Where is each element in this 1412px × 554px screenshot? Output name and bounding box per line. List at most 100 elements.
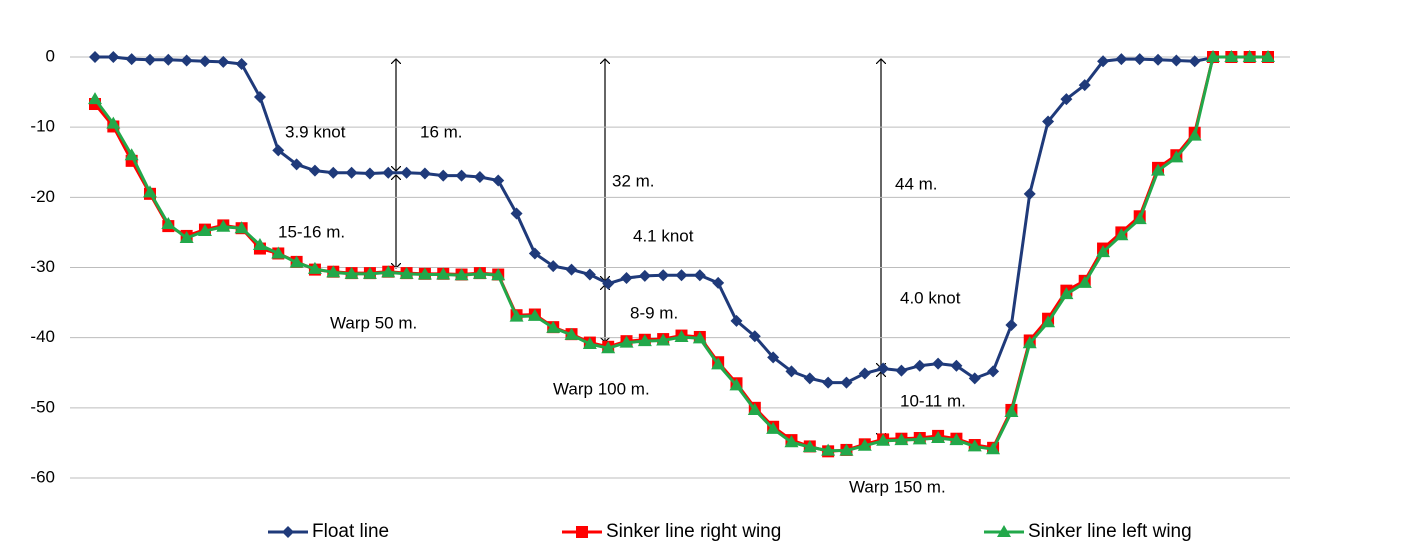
point bbox=[344, 266, 359, 279]
point bbox=[1170, 54, 1183, 67]
point bbox=[1261, 50, 1275, 62]
line bbox=[93, 55, 1268, 453]
point bbox=[857, 438, 872, 451]
point bbox=[1077, 275, 1092, 288]
line bbox=[93, 55, 1268, 453]
point bbox=[638, 269, 651, 282]
point bbox=[1097, 55, 1110, 68]
point bbox=[583, 268, 596, 281]
annotation: Warp 50 m. bbox=[330, 313, 417, 332]
point bbox=[400, 166, 413, 179]
y-tick-label: -30 bbox=[30, 257, 55, 276]
point bbox=[125, 53, 138, 66]
point bbox=[162, 53, 175, 66]
point bbox=[1041, 315, 1056, 328]
point bbox=[546, 320, 561, 333]
point bbox=[290, 158, 303, 171]
point bbox=[492, 174, 505, 187]
point bbox=[1206, 50, 1221, 62]
point bbox=[180, 54, 193, 67]
annotation: 3.9 knot bbox=[285, 122, 346, 141]
y-tick-label: -20 bbox=[30, 187, 55, 206]
legend-label: Sinker line right wing bbox=[606, 521, 781, 542]
point bbox=[1133, 53, 1146, 66]
point bbox=[785, 365, 798, 378]
point bbox=[345, 166, 358, 179]
annotation: Warp 150 m. bbox=[849, 477, 946, 496]
annotation: 16 m. bbox=[420, 122, 463, 141]
point bbox=[234, 221, 249, 234]
point bbox=[987, 365, 1000, 378]
point bbox=[399, 266, 414, 279]
point bbox=[382, 166, 395, 179]
point bbox=[1115, 53, 1128, 66]
annotation: Warp 100 m. bbox=[553, 379, 650, 398]
point bbox=[1152, 53, 1165, 66]
point bbox=[729, 378, 744, 391]
point bbox=[143, 53, 156, 66]
point bbox=[949, 433, 964, 446]
annotation: 4.0 knot bbox=[900, 288, 961, 307]
point bbox=[216, 219, 231, 232]
point bbox=[437, 169, 450, 182]
y-tick-label: -40 bbox=[30, 327, 55, 346]
point bbox=[327, 166, 340, 179]
point bbox=[656, 333, 671, 346]
point bbox=[1169, 150, 1184, 163]
point bbox=[217, 55, 230, 68]
point bbox=[272, 144, 285, 157]
point bbox=[1059, 287, 1074, 300]
point bbox=[473, 170, 486, 183]
legend-label: Sinker line left wing bbox=[1028, 521, 1192, 542]
point bbox=[657, 269, 670, 282]
point bbox=[455, 169, 468, 182]
annotation: 44 m. bbox=[895, 174, 938, 193]
legend-item: Sinker line left wing bbox=[984, 521, 1192, 542]
point bbox=[692, 331, 707, 344]
point bbox=[967, 439, 982, 452]
annotation: 32 m. bbox=[612, 171, 655, 190]
annotation: 10-11 m. bbox=[900, 391, 966, 410]
legend-item: Sinker line right wing bbox=[562, 521, 781, 542]
point bbox=[362, 266, 377, 279]
y-tick-label: -10 bbox=[30, 117, 55, 136]
point bbox=[1114, 228, 1129, 241]
point bbox=[1151, 163, 1166, 176]
point bbox=[912, 432, 927, 445]
point bbox=[1096, 245, 1111, 258]
legend-label: Float line bbox=[312, 521, 389, 542]
point bbox=[858, 367, 871, 380]
annotation: 4.1 knot bbox=[633, 226, 694, 245]
point bbox=[711, 357, 726, 370]
point bbox=[454, 268, 469, 281]
point bbox=[1023, 187, 1036, 200]
point bbox=[802, 440, 817, 453]
point bbox=[840, 376, 853, 389]
point bbox=[602, 277, 615, 290]
point bbox=[730, 314, 743, 327]
point bbox=[363, 167, 376, 180]
point bbox=[124, 148, 139, 161]
point bbox=[1188, 55, 1201, 68]
series bbox=[89, 51, 1220, 389]
point bbox=[1022, 336, 1037, 349]
point bbox=[784, 435, 799, 448]
point bbox=[510, 207, 523, 220]
point bbox=[161, 216, 176, 229]
annotation: 8-9 m. bbox=[630, 303, 678, 322]
point bbox=[876, 433, 891, 446]
point bbox=[1132, 212, 1147, 225]
point bbox=[803, 372, 816, 385]
point bbox=[142, 185, 157, 198]
y-tick-label: -60 bbox=[30, 467, 55, 486]
point bbox=[913, 359, 926, 372]
point bbox=[839, 443, 854, 456]
legend-item: Float line bbox=[268, 521, 389, 542]
point bbox=[877, 362, 890, 375]
point bbox=[1060, 93, 1073, 106]
legend-marker bbox=[576, 526, 588, 538]
point bbox=[766, 421, 781, 434]
series bbox=[89, 51, 1274, 458]
point bbox=[252, 238, 267, 251]
